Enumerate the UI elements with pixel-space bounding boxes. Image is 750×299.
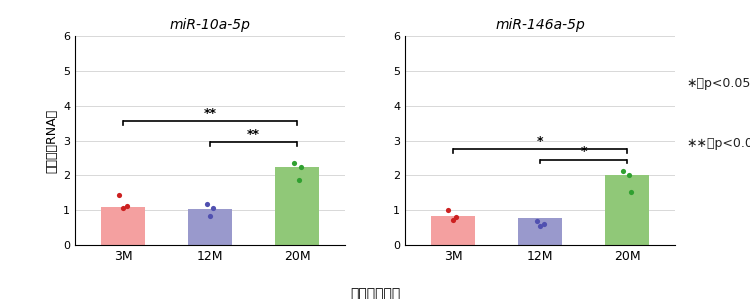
Point xyxy=(112,192,125,197)
Title: miR-10a-5p: miR-10a-5p xyxy=(170,18,250,32)
Point xyxy=(202,202,214,206)
Point xyxy=(204,213,216,218)
Point xyxy=(117,205,129,210)
Text: *: * xyxy=(580,145,586,158)
Y-axis label: マイクロRNA量: マイクロRNA量 xyxy=(46,109,58,173)
Point xyxy=(442,207,454,212)
Point xyxy=(616,169,628,174)
Point xyxy=(122,204,134,208)
Point xyxy=(447,218,459,222)
Point xyxy=(534,224,546,228)
Point xyxy=(625,190,637,195)
Bar xyxy=(431,216,475,245)
Title: miR-146a-5p: miR-146a-5p xyxy=(495,18,585,32)
Bar xyxy=(518,218,562,245)
Bar xyxy=(188,209,232,245)
Point xyxy=(208,205,220,210)
Bar xyxy=(605,176,649,245)
Point xyxy=(287,160,299,165)
Text: **: ** xyxy=(247,128,260,141)
Point xyxy=(296,164,307,169)
Text: ∗：p<0.05: ∗：p<0.05 xyxy=(686,77,750,90)
Text: マウスの月齢: マウスの月齢 xyxy=(350,287,400,299)
Point xyxy=(530,219,542,224)
Text: *: * xyxy=(537,135,543,147)
Text: ∗∗：p<0.01: ∗∗：p<0.01 xyxy=(686,137,750,150)
Point xyxy=(292,177,304,182)
Bar xyxy=(275,167,319,245)
Text: **: ** xyxy=(203,107,217,120)
Point xyxy=(538,222,550,227)
Point xyxy=(451,215,463,220)
Bar xyxy=(101,207,145,245)
Point xyxy=(622,173,634,178)
